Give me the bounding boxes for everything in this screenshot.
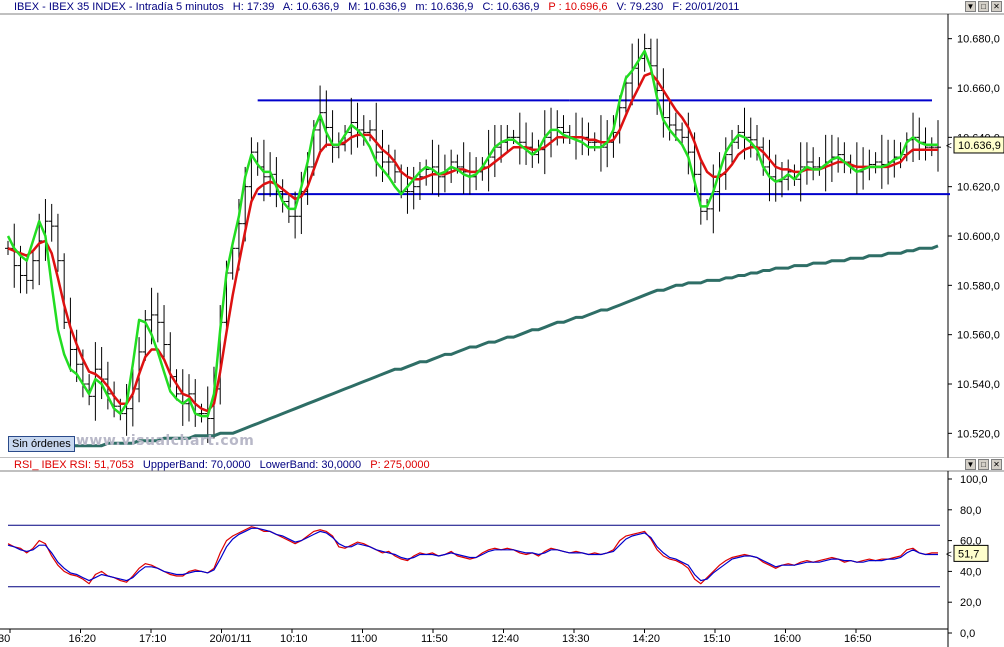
y-tick-label: 100,0: [960, 474, 988, 486]
y-tick-label: 10.580,0: [957, 280, 1000, 292]
header-low: m: 10.636,9: [415, 1, 474, 13]
y-tick-label: 10.600,0: [957, 231, 1000, 243]
header-p: P : 10.696,6: [548, 1, 608, 13]
x-tick-label: 13:30: [562, 633, 590, 645]
x-tick-label: 30: [0, 633, 10, 645]
header-volume: V: 79.230: [616, 1, 664, 13]
x-tick-label: 15:10: [703, 633, 731, 645]
rsi-last-value-label: 51,7: [958, 548, 979, 560]
x-tick-label: 16:20: [69, 633, 97, 645]
last-value-arrow-icon: <: [946, 141, 952, 152]
x-tick-label: 16:00: [774, 633, 802, 645]
header-high: M: 10.636,9: [348, 1, 407, 13]
rsi-p: P: 275,0000: [370, 459, 430, 471]
ma-mid-line: [7, 71, 938, 413]
price-header: IBEX - IBEX 35 INDEX - Intradía 5 minuto…: [0, 0, 1004, 14]
x-tick-label: 11:00: [351, 633, 378, 645]
y-tick-label: 10.540,0: [957, 379, 1000, 391]
y-tick-label: 40,0: [960, 566, 981, 578]
maximize-icon[interactable]: □: [978, 459, 989, 470]
rsi-panel: RSI_ IBEX RSI: 51,7053 UppperBand: 70,00…: [0, 457, 1004, 647]
minimize-icon[interactable]: ▼: [965, 1, 976, 12]
rsi-chart[interactable]: 100,0 80,0 60,0 40,0 20,0 0,0 51,7 <30 16:20 17:1…: [0, 457, 1004, 647]
price-window-buttons: ▼ □ ✕: [965, 1, 1002, 12]
rsi-window-buttons: ▼ □ ✕: [965, 459, 1002, 470]
header-date: F: 20/01/2011: [672, 1, 740, 13]
x-tick-label: 11:50: [421, 633, 448, 645]
price-bars: [5, 33, 941, 443]
x-tick-label: 14:20: [633, 633, 661, 645]
x-tick-label: 20/01/11: [210, 633, 252, 645]
last-value-box: [953, 136, 1004, 154]
x-tick-label: 17:10: [139, 633, 167, 645]
header-symbol: IBEX - IBEX 35 INDEX - Intradía 5 minuto…: [14, 1, 224, 13]
x-tick-label: 16:50: [844, 633, 872, 645]
last-value-arrow-icon: <: [946, 549, 952, 560]
sin-ordenes-badge[interactable]: Sin órdenes: [8, 436, 75, 452]
y-tick-label: 0,0: [960, 628, 975, 640]
y-tick-label: 10.620,0: [957, 182, 1000, 194]
rsi-name: RSI_ IBEX RSI: 51,7053: [14, 459, 134, 471]
y-tick-label: 60,0: [960, 536, 981, 548]
header-close: C: 10.636,9: [482, 1, 540, 13]
y-tick-label: 10.520,0: [957, 428, 1000, 440]
ma-slow-line: [8, 244, 939, 450]
x-tick-label: 12:40: [492, 633, 520, 645]
header-open: A: 10.636,9: [282, 1, 340, 13]
rsi-lower: LowerBand: 30,0000: [259, 459, 362, 471]
close-icon[interactable]: ✕: [991, 459, 1002, 470]
rsi-blue-line: [7, 527, 938, 582]
rsi-header: RSI_ IBEX RSI: 51,7053 UppperBand: 70,00…: [0, 458, 1004, 472]
header-time: H: 17:39: [232, 1, 275, 13]
rsi-last-value-box: [953, 544, 989, 562]
ma-fast-line: [6, 49, 938, 418]
price-chart[interactable]: 10.680,010.660,010.640,010.620,010.600,0…: [0, 0, 1004, 458]
x-tick-label: 10:10: [280, 633, 308, 645]
y-tick-label: 10.680,0: [957, 34, 1000, 46]
maximize-icon[interactable]: □: [978, 1, 989, 12]
minimize-icon[interactable]: ▼: [965, 459, 976, 470]
price-panel: IBEX - IBEX 35 INDEX - Intradía 5 minuto…: [0, 0, 1004, 458]
y-tick-label: 10.660,0: [957, 83, 1000, 95]
y-tick-label: 80,0: [960, 505, 981, 517]
y-tick-label: 20,0: [960, 597, 981, 609]
rsi-upper: UppperBand: 70,0000: [142, 459, 251, 471]
last-value-label: 10.636,9: [958, 140, 1001, 152]
close-icon[interactable]: ✕: [991, 1, 1002, 12]
rsi-red-line: [7, 526, 938, 585]
watermark: www.visualchart.com: [76, 433, 255, 449]
y-tick-label: 10.560,0: [957, 330, 1000, 342]
